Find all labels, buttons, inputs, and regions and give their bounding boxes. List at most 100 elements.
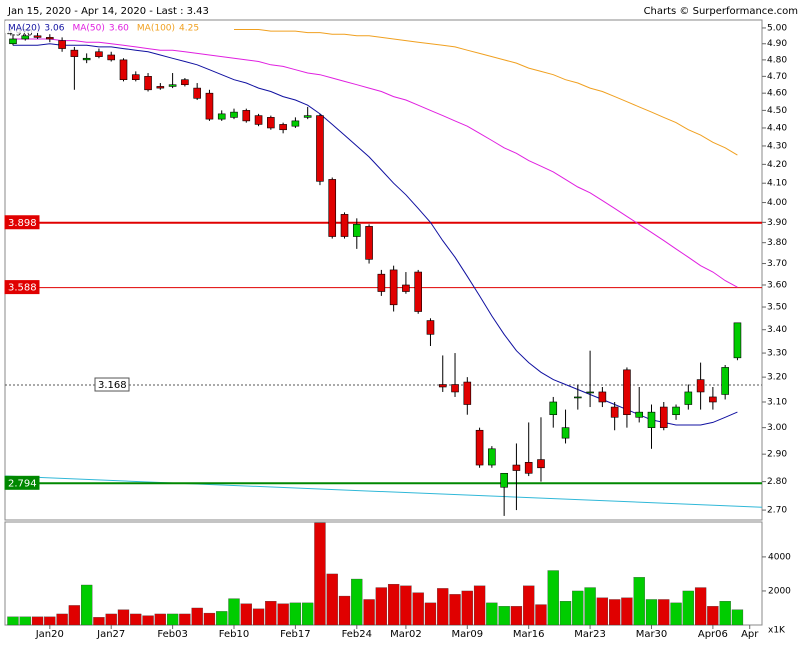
volume-bar [338, 595, 351, 626]
candle-body [144, 76, 152, 91]
y-tick-label: 4.10 [767, 179, 787, 189]
legend-value: 3.60 [109, 24, 129, 34]
level-label-box [4, 280, 40, 295]
level-label-box [4, 475, 40, 490]
volume-bar [240, 603, 252, 626]
candle-body [574, 396, 582, 399]
volume-bar [277, 603, 289, 626]
candle-body [316, 115, 324, 182]
volume-bar [584, 587, 596, 626]
candle-body [500, 472, 508, 488]
annotation: 4.970 [7, 29, 33, 39]
candle-body [598, 391, 607, 403]
volume-bar [142, 615, 154, 626]
y-tick-label: 2.80 [767, 477, 787, 487]
y-tick-label: 4.80 [767, 55, 787, 65]
y-tick-label: 4.20 [767, 160, 787, 170]
y-tick-label: 2.90 [767, 450, 787, 460]
y-tick-label: 3.60 [767, 280, 787, 290]
candle-body [193, 87, 201, 99]
candle-body [438, 384, 447, 388]
volume-bar [31, 616, 44, 626]
volume-tick-label: 2000 [768, 586, 791, 596]
x-tick-label: Mar30 [636, 629, 668, 640]
candle-body [46, 37, 54, 40]
candle-body [647, 411, 656, 428]
credit: Charts © Surperformance.com [644, 6, 798, 17]
trendline [4, 475, 763, 508]
level-label: 2.794 [8, 478, 37, 489]
volume-bar [117, 609, 130, 626]
y-tick-label: 3.40 [767, 325, 787, 335]
volume-bar [7, 616, 19, 626]
y-tick-label: 4.50 [767, 106, 787, 116]
volume-bar [93, 617, 105, 626]
candle-body [352, 224, 361, 237]
volume-bar [682, 590, 694, 626]
ma-line [13, 43, 738, 426]
volume-bar [302, 602, 314, 626]
x-tick-label: Apr [741, 629, 759, 640]
volume-bar [547, 570, 559, 626]
ma-line [13, 38, 738, 288]
y-tick-label: 4.40 [767, 123, 787, 133]
volume-bar [19, 616, 31, 626]
candle-body [721, 367, 729, 395]
volume-bar [510, 606, 523, 626]
candle-body [254, 115, 263, 125]
candle-body [328, 179, 337, 237]
candle-body [389, 269, 398, 306]
candle-body [131, 74, 140, 80]
candle-body [230, 111, 238, 118]
candle-body [377, 273, 386, 292]
candle-body [524, 462, 533, 474]
y-tick-label: 3.50 [767, 303, 787, 313]
ma-line [234, 29, 738, 156]
candle-body [9, 38, 17, 45]
candle-body [181, 79, 189, 86]
candle-body [426, 320, 435, 335]
volume-bar [424, 602, 437, 626]
volume-bar [179, 613, 191, 626]
candle-body [512, 464, 521, 471]
candle-body [672, 406, 680, 416]
candle-body [21, 35, 30, 40]
x-tick-label: Mar16 [513, 629, 545, 640]
candle-body [659, 406, 668, 428]
volume-bar [437, 588, 449, 626]
volume-bar [326, 573, 338, 626]
volume-bar [670, 602, 682, 626]
candle-body [451, 384, 459, 393]
volume-bar [154, 613, 166, 626]
candle-body [205, 92, 214, 120]
candle-body [217, 113, 226, 120]
candle-body [561, 427, 570, 439]
legend-name: MA(100) [137, 24, 175, 34]
candle-body [95, 51, 103, 57]
y-tick-label: 3.20 [767, 373, 787, 383]
candle-body [475, 429, 484, 466]
candle-body [70, 49, 79, 57]
y-tick-label: 4.30 [767, 141, 787, 151]
chart-title: Jan 15, 2020 - Apr 14, 2020 - Last : 3.4… [7, 6, 209, 17]
level-label: 3.168 [98, 380, 127, 391]
volume-bar [105, 613, 117, 626]
volume-bar [572, 590, 584, 626]
volume-bar [609, 599, 621, 626]
candle-body [340, 214, 349, 237]
candle-body [488, 448, 496, 466]
y-tick-label: 3.30 [767, 349, 787, 359]
level-label-box [94, 377, 130, 392]
x-tick-label: Feb10 [219, 629, 249, 640]
candle-body [696, 379, 705, 393]
volume-unit: x1K [768, 626, 786, 636]
level-label-box [4, 215, 40, 230]
volume-bar [621, 597, 633, 626]
y-tick-label: 2.70 [767, 506, 787, 516]
candle-body [414, 271, 422, 312]
volume-bar [252, 608, 265, 626]
x-tick-label: Feb03 [157, 629, 187, 640]
volume-bar [265, 601, 277, 626]
